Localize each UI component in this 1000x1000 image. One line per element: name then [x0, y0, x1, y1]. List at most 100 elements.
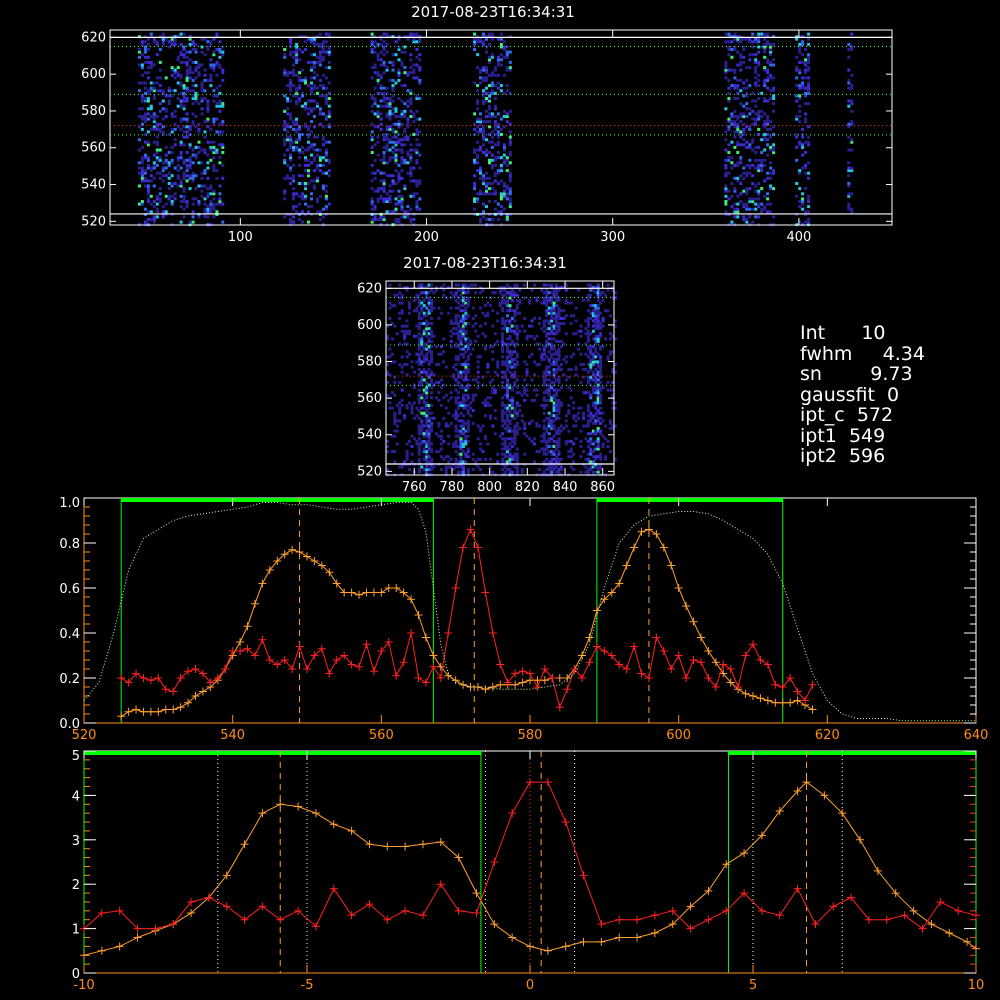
heatmap-cell	[751, 109, 755, 113]
heatmap-cell	[388, 184, 392, 188]
heatmap-cell	[562, 316, 566, 320]
heatmap-cell	[493, 192, 497, 196]
heatmap-cell	[599, 291, 603, 295]
heatmap-cell	[479, 76, 482, 80]
heatmap-cell	[766, 32, 770, 36]
data-point	[176, 674, 185, 682]
heatmap-cell	[552, 396, 556, 400]
heatmap-cell	[513, 439, 517, 443]
heatmap-cell	[508, 355, 512, 359]
y-tick-label: 1.0	[59, 496, 80, 511]
heatmap-cell	[422, 298, 426, 302]
heatmap-cell	[540, 327, 544, 331]
data-point	[526, 669, 534, 678]
heatmap-cell	[179, 194, 183, 198]
heatmap-cell	[324, 115, 328, 118]
heatmap-cell	[307, 125, 310, 129]
heatmap-cell	[491, 470, 495, 474]
heatmap-cell	[599, 421, 603, 425]
heatmap-cell	[400, 158, 404, 162]
heatmap-cell	[801, 42, 805, 46]
data-point	[741, 651, 750, 660]
heatmap-cell	[611, 424, 615, 428]
heatmap-cell	[579, 352, 583, 356]
heatmap-cell	[469, 406, 473, 410]
heatmap-cell	[574, 365, 578, 369]
heatmap-cell	[488, 200, 491, 203]
heatmap-cell	[206, 99, 210, 103]
heatmap-cell	[606, 439, 610, 443]
heatmap-cell	[490, 81, 494, 85]
heatmap-cell	[510, 470, 514, 474]
heatmap-cell	[471, 457, 475, 461]
heatmap-cell	[406, 104, 410, 108]
heatmap-cell	[173, 89, 177, 93]
heatmap-cell	[582, 298, 585, 302]
heatmap-cell	[584, 470, 588, 474]
heatmap-cell	[152, 140, 156, 144]
heatmap-cell	[488, 73, 491, 77]
heatmap-cell	[447, 460, 451, 464]
heatmap-cell	[391, 89, 395, 93]
heatmap-cell	[730, 194, 734, 198]
heatmap-cell	[466, 404, 470, 407]
heatmap-cell	[417, 393, 421, 397]
heatmap-cell	[301, 194, 304, 198]
heatmap-cell	[403, 115, 407, 118]
heatmap-cell	[397, 122, 401, 126]
heatmap-cell	[418, 66, 422, 70]
heatmap-cell	[850, 48, 854, 51]
heatmap-cell	[182, 207, 186, 211]
heatmap-cell	[847, 148, 851, 152]
heatmap-cell	[505, 112, 509, 116]
heatmap-cell	[569, 396, 573, 400]
data-point	[377, 647, 386, 655]
heatmap-cell	[540, 447, 544, 451]
heatmap-cell	[496, 373, 500, 377]
heatmap-cell	[417, 432, 421, 436]
heatmap-cell	[182, 86, 186, 90]
heatmap-cell	[143, 55, 147, 59]
heatmap-cell	[473, 158, 477, 162]
heatmap-cell	[454, 457, 458, 461]
heatmap-cell	[312, 184, 316, 188]
heatmap-cell	[391, 210, 395, 214]
heatmap-cell	[591, 355, 595, 359]
heatmap-cell	[502, 194, 506, 198]
heatmap-cell	[420, 375, 424, 379]
heatmap-cell	[772, 42, 776, 46]
heatmap-cell	[422, 286, 426, 290]
heatmap-cell	[547, 393, 551, 397]
data-point	[600, 595, 609, 604]
heatmap-cell	[212, 205, 216, 209]
data-point	[340, 651, 349, 660]
heatmap-cell	[206, 161, 210, 165]
heatmap-cell	[457, 322, 460, 325]
heatmap-cell	[772, 148, 776, 152]
heatmap-cell	[552, 465, 556, 469]
heatmap-cell	[555, 416, 558, 420]
heatmap-cell	[315, 86, 319, 90]
heatmap-cell	[191, 120, 195, 124]
heatmap-cell	[430, 301, 434, 305]
heatmap-cell	[807, 205, 811, 209]
heatmap-cell	[754, 158, 758, 162]
heatmap-cell	[430, 283, 434, 287]
heatmap-cell	[730, 166, 734, 170]
heatmap-cell	[390, 322, 394, 325]
heatmap-cell	[476, 375, 480, 379]
heatmap-cell	[530, 324, 534, 328]
heatmap-cell	[191, 202, 195, 206]
heatmap-cell	[745, 187, 749, 191]
heatmap-cell	[167, 182, 171, 185]
heatmap-cell	[327, 53, 331, 57]
heatmap-cell	[461, 347, 465, 351]
heatmap-cell	[502, 184, 506, 188]
heatmap-cell	[209, 40, 213, 44]
heatmap-cell	[763, 32, 767, 36]
heatmap-cell	[604, 293, 607, 297]
heatmap-cell	[482, 182, 485, 185]
y-tick-label: 3	[72, 834, 80, 849]
heatmap-cell	[420, 316, 424, 320]
